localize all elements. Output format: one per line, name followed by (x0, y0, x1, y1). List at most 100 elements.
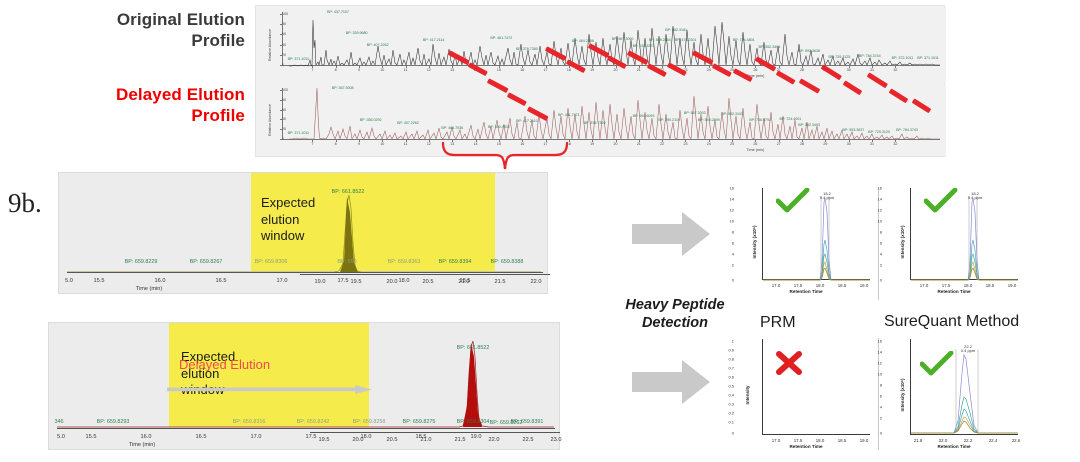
chrom-bot-xtickmark-16 (522, 140, 524, 142)
chrom-bot-xtickmark-27 (778, 140, 780, 142)
y-axis-delayed (282, 88, 283, 140)
mini2-yt-0: 0 (879, 277, 882, 283)
delayed-elution-label: Delayed Elution (179, 357, 271, 372)
chrom-bot-ytickmark-40 (280, 119, 283, 121)
chrom-bot-xtick-29: 29 (823, 142, 828, 146)
chrom-bot-bp-16: BP: 552.3493 (798, 123, 820, 128)
chrom-top-ytickmark-0 (280, 65, 283, 66)
mini3-xt-3: 18.5 (837, 438, 847, 443)
chrom-bot-xtick-24: 24 (706, 142, 711, 146)
mini4-xt-1: 22.0 (938, 438, 948, 443)
chrom-bot-bp-9: BP: 692.6093 (632, 113, 655, 118)
chrom-bot-xtickmark-32 (895, 140, 897, 142)
chrom-top-xtickmark-18 (568, 66, 570, 68)
xic2-ext-tick-205: 20.5 (386, 437, 398, 443)
chrom-bot-xtick-8: 8 (334, 142, 337, 146)
chrom-bot-xtick-14: 14 (473, 142, 478, 146)
xic1-bp-5: BP: 659.8363 (387, 259, 421, 265)
xic1-peak-label: BP: 661.8522 (331, 189, 365, 195)
mini1-rt-note: 18.2 0.4 ppm (819, 191, 835, 201)
chrom-bot-xtick-9: 9 (357, 142, 360, 146)
chrom-top-bp-19: BP: 371.1011 (917, 55, 939, 60)
block-arrow-bottom (632, 360, 710, 404)
mini3-yt-02: 0.2 (728, 410, 734, 416)
mini-divider-top (878, 188, 879, 300)
chrom-bot-xtick-30: 30 (846, 142, 851, 146)
xic1-axis-title: Time (min) (135, 286, 163, 292)
mini4-yt-12: 12 (877, 360, 882, 366)
chrom-top-xtickmark-24 (708, 66, 710, 68)
chrom-bot-ytickmark-60 (280, 109, 283, 111)
mini2-rt-note: 18.2 0.4 ppm (967, 191, 983, 201)
chrom-top-ytickmark-60 (280, 34, 283, 36)
chrom-top-xtick-32: 32 (893, 68, 898, 72)
chrom-top-xtickmark-16 (522, 66, 524, 68)
chrom-bot-bp-18: BP: 729.3120 (868, 130, 890, 135)
chrom-bot-xtick-25: 25 (730, 142, 735, 146)
mini4-rt-note: 22.2 0.4 ppm (960, 344, 976, 354)
x-axis-delayed (282, 139, 940, 140)
chrom-bot-xtickmark-11 (405, 140, 407, 142)
xic1-ext-tick-21: 21.0 (458, 279, 470, 285)
mini2-yt-14: 14 (877, 196, 882, 202)
xic2-ext-bp: BP: 659.8262 (489, 420, 523, 426)
chrom-bot-xtick-22: 22 (660, 142, 665, 146)
chrom-top-bp-12: BP: 582.3181 (665, 27, 687, 32)
xic1-ext-tick-195: 19.5 (350, 279, 362, 285)
chrom-bot-bp-13: BP: 582.3103 (721, 111, 743, 116)
red-brace (441, 142, 569, 170)
chrom-bot-xtickmark-29 (825, 140, 827, 142)
xic1-ext-axis (300, 274, 550, 275)
chrom-top-ytickmark-80 (280, 24, 283, 26)
mini1-traces (763, 196, 870, 281)
delayed-elution-arrow (167, 385, 372, 394)
prm-title: PRM (760, 314, 796, 331)
chrom-top-xtickmark-19 (592, 66, 594, 68)
mini3-yt-09: 0.9 (728, 347, 734, 353)
delayed-trace (289, 87, 940, 141)
mini2-xt-1: 17.5 (941, 283, 951, 288)
chrom-bot-xtickmark-18 (568, 140, 570, 142)
mini2-xt-3: 18.5 (985, 283, 995, 288)
chrom-top-xtickmark-11 (405, 66, 407, 68)
xic-delayed-panel: Expected elution window Delayed Elution … (48, 322, 560, 450)
xic1-tick-4: 17.0 (276, 278, 288, 284)
chrom-bot-xtick-28: 28 (800, 142, 805, 146)
xic1-ext-tick-215: 21.5 (494, 279, 506, 285)
chrom-bot-bp-1: BP: 367.9308 (331, 85, 354, 90)
chrom-bot-xtick-10: 10 (380, 142, 385, 146)
xic2-tick-1: 15.5 (85, 434, 97, 440)
chrom-top-xtickmark-21 (638, 66, 640, 68)
chrom-top-bp-17: BP: 784.3744 (858, 54, 881, 59)
xic2-axis-title: Time (min) (128, 442, 156, 448)
mini2-yt-10: 10 (877, 218, 882, 224)
xic2-ext-tick-225: 22.5 (522, 437, 534, 443)
chrom-bot-xtickmark-21 (638, 140, 640, 142)
expected-elution-window-band-2 (169, 323, 369, 427)
chrom-bot-xtickmark-19 (592, 140, 594, 142)
xic2-bp-1: BP: 659.8293 (96, 419, 130, 425)
mini3-xt-4: 19.0 (859, 438, 869, 443)
chrom-bot-xtickmark-14 (475, 140, 477, 142)
xic1-tick-1: 15.5 (93, 278, 105, 284)
chrom-bot-bp-19: BP: 784.3743 (896, 128, 918, 133)
chrom-top-bp-5: BP: 461.7472 (490, 36, 513, 41)
mini2-yt-2: 2 (879, 262, 882, 268)
mini-plot-surequant-original: Intensity (x10⁶) 16 14 12 10 8 6 4 2 0 1… (878, 182, 1024, 302)
chrom-top-xtick-25: 25 (730, 68, 735, 72)
xic1-ext-tick-19: 19.0 (314, 279, 326, 285)
chrom-top-xtick-26: 26 (753, 68, 758, 72)
mini2-x-title: Retention Time (937, 289, 971, 294)
chrom-bot-xtick-11: 11 (403, 142, 408, 146)
chrom-top-xtickmark-30 (848, 66, 850, 68)
chrom-top-xtick-16: 16 (520, 68, 525, 72)
mini3-yt-01: 0.1 (728, 419, 734, 425)
elution-profile-chromatograms: Relative Abundance 020406080100789101112… (255, 5, 946, 157)
chrom-bot-xtick-7: 7 (311, 142, 314, 146)
xic2-tick-3: 16.5 (195, 434, 207, 440)
heavy-peptide-detection-label: Heavy Peptide Detection (625, 297, 725, 332)
mini2-yt-4: 4 (879, 251, 882, 257)
chrom-bot-ytickmark-0 (280, 139, 283, 140)
mini1-yt-12: 12 (729, 207, 734, 213)
chrom-top-xtickmark-32 (895, 66, 897, 68)
